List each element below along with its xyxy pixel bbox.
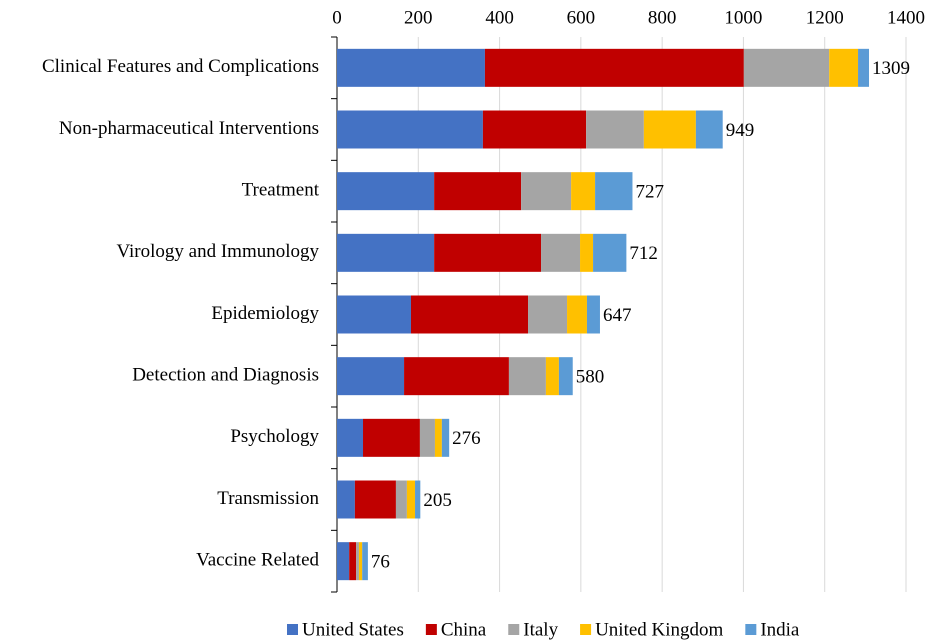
bar-segment <box>363 418 420 457</box>
x-tick-label: 1200 <box>806 7 844 28</box>
bar-segment <box>415 480 421 519</box>
x-tick-label: 0 <box>332 7 342 28</box>
total-label: 647 <box>603 305 632 326</box>
y-tick-label: Psychology <box>230 426 319 447</box>
bar-segment <box>337 233 435 272</box>
y-tick-label: Non-pharmaceutical Interventions <box>59 118 319 139</box>
bar-segment <box>508 357 546 396</box>
bar-segment <box>337 357 405 396</box>
legend-label: United Kingdom <box>595 619 723 640</box>
bar-segment <box>695 110 723 149</box>
bar-segment <box>358 542 363 581</box>
bar-segment <box>586 295 600 334</box>
total-label: 276 <box>452 428 481 449</box>
bar-segment <box>337 542 350 581</box>
y-tick-label: Clinical Features and Complications <box>42 56 319 77</box>
bar-segment <box>419 418 435 457</box>
x-tick-label: 200 <box>404 7 433 28</box>
x-tick-label: 1000 <box>724 7 762 28</box>
bar-segment <box>484 48 744 87</box>
bar-segment <box>528 295 568 334</box>
bar-segment <box>580 233 594 272</box>
x-tick-label: 400 <box>485 7 514 28</box>
bar-segment <box>571 172 596 211</box>
total-label: 76 <box>371 552 390 573</box>
bar-segment <box>441 418 450 457</box>
bar-segment <box>558 357 573 396</box>
legend-label: India <box>760 619 800 640</box>
legend-label: United States <box>302 619 404 640</box>
bar-segment <box>521 172 572 211</box>
bar-segment <box>406 480 416 519</box>
bar-segment <box>337 172 435 211</box>
bar-segment <box>337 480 355 519</box>
bar-segment <box>743 48 830 87</box>
y-tick-label: Detection and Diagnosis <box>132 365 319 386</box>
total-label: 949 <box>726 120 755 141</box>
bar-segment <box>545 357 559 396</box>
bar-segment <box>337 295 411 334</box>
bar-segment <box>434 172 522 211</box>
bar-segment <box>337 48 485 87</box>
bar-segment <box>586 110 644 149</box>
legend-swatch <box>745 624 757 635</box>
legend-swatch <box>580 624 592 635</box>
bar-segment <box>434 233 542 272</box>
y-tick-label: Transmission <box>217 488 319 509</box>
bar-segment <box>434 418 442 457</box>
x-tick-label: 1400 <box>887 7 925 28</box>
y-tick-label: Virology and Immunology <box>116 241 319 262</box>
bar-segment <box>567 295 587 334</box>
legend-label: China <box>441 619 487 640</box>
legend-swatch <box>287 624 298 635</box>
bar-segment <box>829 48 859 87</box>
bar-segment <box>595 172 633 211</box>
bar-segment <box>541 233 581 272</box>
total-label: 727 <box>635 182 664 203</box>
y-tick-label: Epidemiology <box>211 303 319 324</box>
legend-swatch <box>425 624 437 635</box>
total-label: 1309 <box>872 58 910 79</box>
bar-segment <box>643 110 696 149</box>
bar-segment <box>356 542 359 581</box>
x-tick-label: 600 <box>567 7 596 28</box>
bar-segment <box>858 48 870 87</box>
x-tick-label: 800 <box>648 7 677 28</box>
bar-segment <box>337 110 483 149</box>
bar-segment <box>362 542 368 581</box>
bar-segment <box>337 418 364 457</box>
bar-segment <box>349 542 357 581</box>
total-label: 712 <box>629 243 658 264</box>
total-label: 580 <box>576 367 605 388</box>
bar-segment <box>354 480 396 519</box>
bar-segment <box>410 295 529 334</box>
bar-segment <box>593 233 627 272</box>
bar-segment <box>482 110 587 149</box>
legend-swatch <box>508 624 520 635</box>
bar-segment <box>395 480 407 519</box>
y-tick-label: Treatment <box>242 180 320 201</box>
bar-segment <box>404 357 509 396</box>
legend-label: Italy <box>523 619 558 640</box>
y-tick-label: Vaccine Related <box>196 550 319 571</box>
total-label: 205 <box>423 490 452 511</box>
